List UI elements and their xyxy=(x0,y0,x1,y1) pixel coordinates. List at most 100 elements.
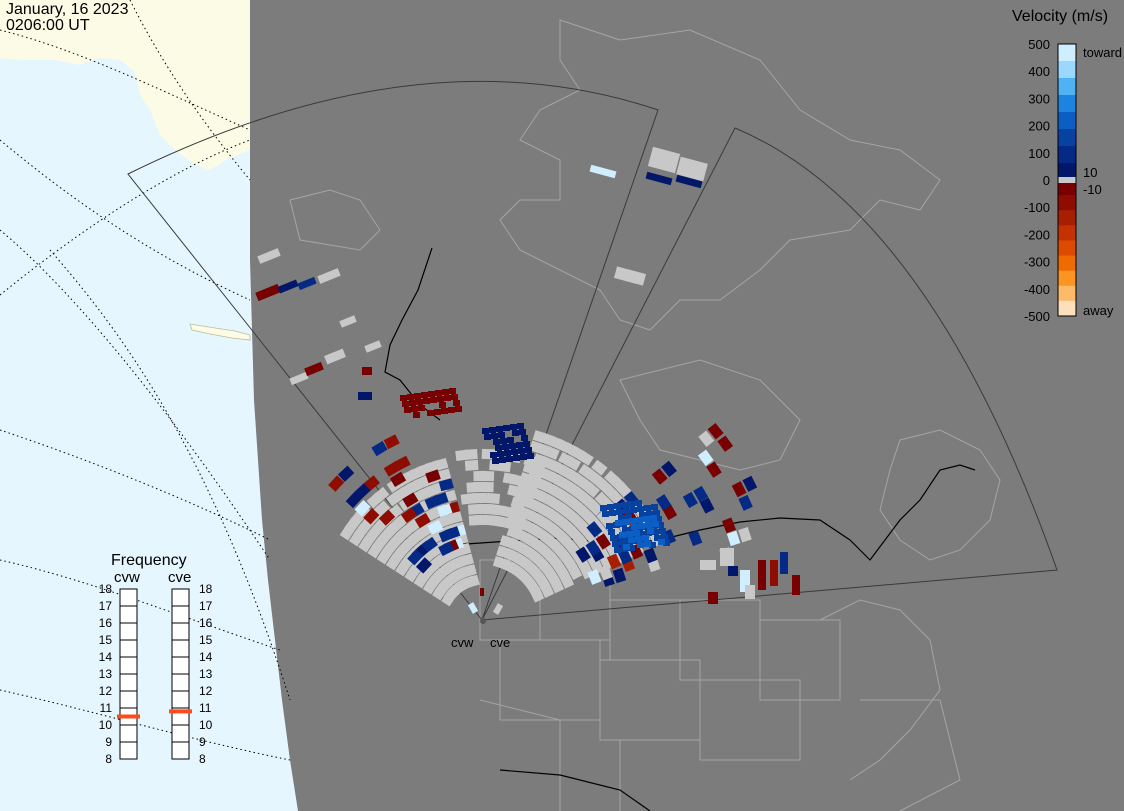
frequency-tick-cve: 16 xyxy=(199,616,213,630)
velocity-cell xyxy=(626,531,633,537)
frequency-cell xyxy=(171,724,190,743)
velocity-cell xyxy=(675,174,703,189)
velocity-cell xyxy=(413,412,420,418)
radar-fov-outlines xyxy=(127,81,1058,622)
velocity-cell xyxy=(364,340,382,353)
frequency-title: Frequency xyxy=(111,552,187,569)
colorbar-title: Velocity (m/s) xyxy=(1012,8,1108,25)
velocity-cell xyxy=(467,602,479,614)
velocity-cell xyxy=(644,505,651,511)
velocity-cell xyxy=(622,527,629,533)
velocity-cell xyxy=(758,560,766,590)
velocity-cell xyxy=(507,437,514,443)
velocity-cell xyxy=(607,504,614,510)
velocity-cell xyxy=(424,495,441,510)
velocity-cell xyxy=(466,481,481,493)
colorbar-tick-label: -300 xyxy=(1024,255,1050,270)
velocity-cell xyxy=(637,542,644,548)
velocity-cell xyxy=(358,392,372,400)
velocity-cell xyxy=(637,506,644,512)
velocity-cell xyxy=(510,496,526,511)
velocity-cell xyxy=(473,470,487,482)
velocity-cell xyxy=(418,405,425,411)
velocity-cell xyxy=(492,458,499,464)
colorbar-segment xyxy=(1058,112,1076,130)
velocity-cell xyxy=(425,469,441,484)
velocity-cell xyxy=(510,424,517,430)
velocity-cell xyxy=(653,510,660,516)
velocity-cell xyxy=(527,467,544,482)
velocity-cell xyxy=(493,439,500,445)
velocity-cell xyxy=(513,455,520,461)
velocity-cell xyxy=(594,491,611,508)
velocity-cell xyxy=(614,547,621,553)
velocity-cell xyxy=(428,391,435,397)
frequency-cvw-label: cvw xyxy=(114,569,140,586)
frequency-tick-cvw: 13 xyxy=(99,667,113,681)
velocity-cell xyxy=(427,519,444,535)
velocity-cell xyxy=(507,484,523,498)
velocity-cell xyxy=(518,448,525,454)
velocity-cell xyxy=(628,501,635,507)
velocity-cell xyxy=(464,459,479,471)
velocity-cell xyxy=(449,388,456,394)
velocity-cell xyxy=(441,590,457,607)
velocity-cell xyxy=(451,394,458,400)
velocity-cell xyxy=(411,406,418,412)
frequency-cell xyxy=(171,656,190,675)
frequency-indicator-cvw xyxy=(117,714,140,719)
velocity-cell xyxy=(337,465,355,482)
velocity-cell xyxy=(645,522,652,528)
velocity-cell xyxy=(639,512,646,518)
colorbar-segment xyxy=(1058,129,1076,147)
velocity-cell xyxy=(482,428,489,434)
velocity-cell xyxy=(628,545,635,551)
frequency-tick-cvw: 16 xyxy=(99,616,113,630)
colorbar-frame xyxy=(1057,43,1077,317)
velocity-cell xyxy=(324,348,346,365)
velocity-cell xyxy=(578,463,595,480)
colorbar-segment xyxy=(1058,195,1076,211)
velocity-cell xyxy=(345,491,362,509)
velocity-cell xyxy=(504,450,511,456)
frequency-tick-cve: 8 xyxy=(199,752,206,766)
velocity-cell xyxy=(348,530,365,547)
colorbar-tick-label: 300 xyxy=(1028,91,1050,106)
velocity-cell xyxy=(745,585,755,599)
colorbar-segment xyxy=(1058,285,1076,302)
velocity-cell xyxy=(602,511,609,517)
frequency-cve-label: cve xyxy=(168,569,191,586)
frequency-tick-cve: 11 xyxy=(199,701,212,715)
colorbar-tick-label: 400 xyxy=(1028,64,1050,79)
frequency-cell xyxy=(171,690,190,709)
velocity-cell xyxy=(499,457,506,463)
velocity-cell xyxy=(455,406,462,412)
velocity-cell xyxy=(700,560,716,570)
velocity-cell xyxy=(516,442,523,448)
velocity-cell xyxy=(416,399,423,405)
velocity-cell xyxy=(708,592,718,604)
frequency-cell xyxy=(119,690,138,709)
velocity-cell xyxy=(495,445,502,451)
velocity-cell xyxy=(480,588,484,596)
velocity-cell xyxy=(501,505,517,519)
velocity-cell xyxy=(738,526,752,543)
colorbar-segment xyxy=(1058,180,1076,196)
velocity-cell xyxy=(484,434,491,440)
velocity-cell xyxy=(598,564,613,581)
velocity-cell xyxy=(509,443,516,449)
velocity-cell xyxy=(438,541,455,557)
velocity-cell xyxy=(453,400,460,406)
velocity-cell xyxy=(610,535,617,541)
velocity-cell xyxy=(635,536,642,542)
colorbar-segment xyxy=(1058,255,1076,272)
velocity-cell xyxy=(643,547,658,564)
velocity-cell xyxy=(527,453,534,459)
velocity-cell xyxy=(652,521,659,527)
velocity-cell xyxy=(467,503,482,515)
colorbar-segment xyxy=(1058,78,1076,96)
velocity-cell xyxy=(385,554,402,571)
velocity-cell xyxy=(619,540,626,546)
colorbar-tick-label: -400 xyxy=(1024,282,1050,297)
